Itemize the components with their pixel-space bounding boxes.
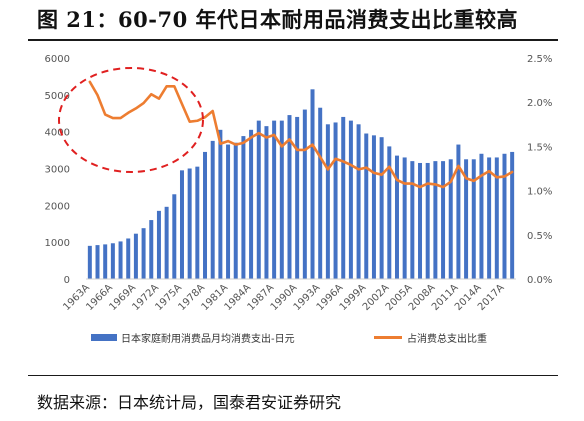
- bar: [110, 243, 115, 279]
- bar: [356, 124, 361, 279]
- bar: [133, 233, 138, 279]
- bar: [487, 157, 492, 279]
- bar: [249, 129, 254, 279]
- combo-chart: 0 1000 2000 3000 4000 5000 6000 0.0% 0.5% 1.0% 1.…: [45, 54, 553, 345]
- bar: [279, 120, 284, 280]
- bar: [433, 161, 438, 279]
- x-axis: 1963A1966A1969A1972A1975A1978A1981A1984A…: [61, 282, 506, 313]
- right-axis: 0.0% 0.5% 1.0% 1.5% 2.0% 2.5%: [527, 54, 552, 286]
- bar: [494, 157, 499, 279]
- legend-line-swatch: [374, 336, 402, 339]
- bar: [103, 244, 108, 279]
- y-left-tick-label: 4000: [45, 128, 70, 139]
- bar: [241, 136, 246, 279]
- source-note: 数据来源：日本统计局，国泰君安证券研究: [37, 393, 342, 412]
- bar: [471, 159, 476, 279]
- bar: [341, 116, 346, 280]
- bar: [448, 159, 453, 279]
- highlight-ellipse: [58, 67, 204, 173]
- bar: [187, 168, 192, 279]
- bar: [141, 228, 146, 279]
- y-right-tick-label: 2.0%: [527, 98, 552, 109]
- bar: [172, 194, 177, 279]
- bar: [195, 166, 200, 279]
- bar: [256, 120, 261, 280]
- bar: [364, 133, 369, 279]
- y-left-tick-label: 3000: [45, 165, 70, 176]
- bar: [295, 116, 300, 280]
- bar: [510, 151, 515, 279]
- legend-line-label: 占消费总支出比重: [407, 332, 487, 345]
- bar: [87, 245, 92, 279]
- bar: [287, 115, 292, 279]
- bar: [126, 238, 131, 279]
- bar: [264, 126, 269, 279]
- legend: 日本家庭耐用消费品月均消费支出-日元 占消费总支出比重: [91, 332, 487, 345]
- bar: [164, 206, 169, 279]
- bar: [218, 129, 223, 279]
- bar: [325, 124, 330, 279]
- legend-bar-label: 日本家庭耐用消费品月均消费支出-日元: [121, 332, 295, 345]
- bar: [418, 162, 423, 279]
- left-axis: 0 1000 2000 3000 4000 5000 6000: [45, 54, 70, 286]
- bar: [310, 89, 315, 279]
- figure-title: 图 21：60-70 年代日本耐用品消费支出比重较高: [37, 7, 519, 32]
- bar: [149, 220, 154, 279]
- y-left-tick-label: 2000: [45, 201, 70, 212]
- bar: [210, 140, 215, 280]
- y-left-tick-label: 1000: [45, 238, 70, 249]
- bar: [156, 210, 161, 279]
- bar: [479, 153, 484, 279]
- y-right-tick-label: 0.0%: [527, 275, 552, 286]
- line-series: [88, 80, 514, 189]
- y-right-tick-label: 2.5%: [527, 54, 552, 65]
- legend-bar-swatch: [91, 334, 117, 341]
- bar: [179, 170, 184, 279]
- y-right-tick-label: 1.5%: [527, 142, 552, 153]
- bar: [318, 107, 323, 279]
- y-right-tick-label: 1.0%: [527, 187, 552, 198]
- title-rule: [28, 39, 558, 41]
- bar: [379, 137, 384, 279]
- bar: [272, 120, 277, 280]
- bar: [302, 109, 307, 279]
- bar: [464, 159, 469, 279]
- bar: [394, 155, 399, 279]
- y-left-tick-label: 5000: [45, 91, 70, 102]
- y-right-tick-label: 0.5%: [527, 231, 552, 242]
- bar: [233, 142, 238, 279]
- bar: [456, 144, 461, 279]
- bar: [387, 146, 392, 279]
- bar: [502, 153, 507, 279]
- line-path: [88, 80, 514, 189]
- bar: [410, 161, 415, 279]
- bar: [348, 120, 353, 280]
- y-left-tick-label: 0: [64, 275, 70, 286]
- bar: [226, 144, 231, 279]
- bar: [371, 135, 376, 279]
- bar: [333, 122, 338, 280]
- bar: [118, 241, 123, 279]
- bar: [203, 151, 208, 279]
- bar: [425, 162, 430, 279]
- x-tick-label: 2017A: [476, 282, 507, 313]
- bar: [95, 245, 100, 279]
- source-rule: [28, 375, 558, 376]
- bar: [441, 161, 446, 279]
- bar-series: [87, 89, 515, 280]
- bar: [402, 157, 407, 279]
- y-left-tick-label: 6000: [45, 54, 70, 65]
